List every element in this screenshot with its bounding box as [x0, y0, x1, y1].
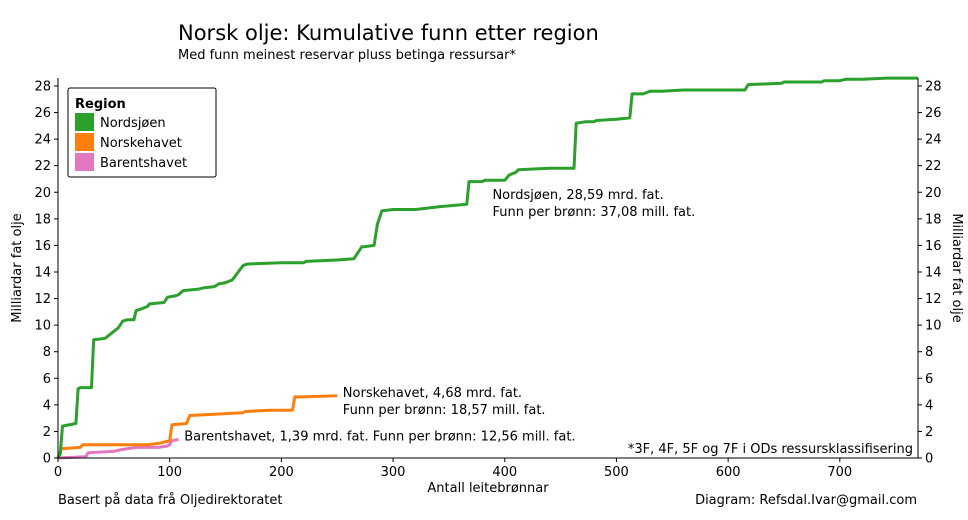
source-right: Diagram: Refsdal.Ivar@gmail.com: [695, 493, 917, 508]
y-tick-label-right: 2: [925, 425, 933, 440]
footnote: *3F, 4F, 5F og 7F i ODs ressursklassifis…: [628, 442, 913, 457]
legend-title: Region: [75, 97, 126, 112]
y-tick-label-right: 20: [925, 186, 942, 201]
legend-swatch-barentshavet: [75, 153, 94, 171]
y-tick-label-left: 4: [43, 398, 51, 413]
y-tick-label-right: 24: [925, 133, 942, 148]
x-tick-label: 200: [269, 465, 294, 480]
annotation-norskehavet: Norskehavet, 4,68 mrd. fat.: [343, 386, 522, 401]
y-tick-label-left: 10: [34, 319, 51, 334]
y-tick-label-left: 8: [43, 345, 51, 360]
annotation-nordsjoen: Nordsjøen, 28,59 mrd. fat.: [492, 188, 663, 203]
y-tick-label-right: 28: [925, 79, 942, 94]
y-tick-label-left: 18: [34, 212, 51, 227]
y-tick-label-right: 26: [925, 106, 942, 121]
annotations: Nordsjøen, 28,59 mrd. fat. Funn per brønn…: [184, 188, 695, 445]
y-tick-label-right: 14: [925, 265, 942, 280]
y-tick-label-right: 8: [925, 345, 933, 360]
legend-items: Nordsjøen Norskehavet Barentshavet: [75, 113, 187, 171]
y-tick-label-left: 24: [34, 133, 51, 148]
series-layer: [56, 76, 918, 460]
y-tick-label-right: 18: [925, 212, 942, 227]
y-axis-label-right: Milliardar fat olje: [949, 213, 964, 322]
source-left: Basert på data frå Oljedirektoratet: [58, 493, 282, 508]
y-tick-label-right: 22: [925, 159, 942, 174]
x-tick-label: 600: [716, 465, 741, 480]
y-tick-label-right: 16: [925, 239, 942, 254]
x-tick-label: 0: [54, 465, 62, 480]
chart-title: Norsk olje: Kumulative funn etter region: [178, 21, 599, 45]
x-tick-label: 700: [827, 465, 852, 480]
y-tick-label-left: 0: [43, 452, 51, 467]
x-tick-label: 100: [157, 465, 182, 480]
chart-subtitle: Med funn meinest reservar pluss betinga …: [178, 48, 516, 63]
legend: Region Nordsjøen Norskehavet Barentshavet: [67, 87, 217, 178]
y-tick-label-right: 10: [925, 319, 942, 334]
y-tick-label-left: 2: [43, 425, 51, 440]
annotation-nordsjoen: Funn per brønn: 37,08 mill. fat.: [492, 205, 695, 220]
legend-label-nordsjoen: Nordsjøen: [100, 116, 166, 131]
annotation-barentshavet: Barentshavet, 1,39 mrd. fat. Funn per br…: [184, 430, 575, 445]
x-tick-label: 500: [604, 465, 629, 480]
y-tick-label-right: 0: [925, 452, 933, 467]
y-tick-label-left: 28: [34, 79, 51, 94]
series-line-norskehavet: [56, 394, 338, 459]
y-tick-label-right: 6: [925, 372, 933, 387]
y-axis-label-left: Milliardar fat olje: [10, 213, 25, 322]
legend-label-barentshavet: Barentshavet: [100, 156, 187, 171]
x-tick-label: 300: [381, 465, 406, 480]
y-tick-label-right: 12: [925, 292, 942, 307]
legend-swatch-nordsjoen: [75, 113, 94, 131]
annotation-norskehavet: Funn per brønn: 18,57 mill. fat.: [343, 403, 546, 418]
axes-layer: [57, 78, 919, 459]
y-tick-label-left: 20: [34, 186, 51, 201]
y-tick-label-left: 22: [34, 159, 51, 174]
legend-frame: [67, 87, 217, 178]
series-line-nordsjoen: [56, 76, 918, 459]
x-axis-label: Antall leitebrønnar: [427, 481, 549, 496]
legend-swatch-norskehavet: [75, 133, 94, 151]
series-line-barentshavet: [57, 438, 179, 460]
legend-label-norskehavet: Norskehavet: [100, 136, 182, 151]
y-tick-label-left: 6: [43, 372, 51, 387]
y-tick-label-left: 16: [34, 239, 51, 254]
y-tick-label-left: 26: [34, 106, 51, 121]
y-tick-label-right: 4: [925, 398, 933, 413]
y-tick-label-left: 14: [34, 265, 51, 280]
x-tick-label: 400: [492, 465, 517, 480]
y-tick-label-left: 12: [34, 292, 51, 307]
